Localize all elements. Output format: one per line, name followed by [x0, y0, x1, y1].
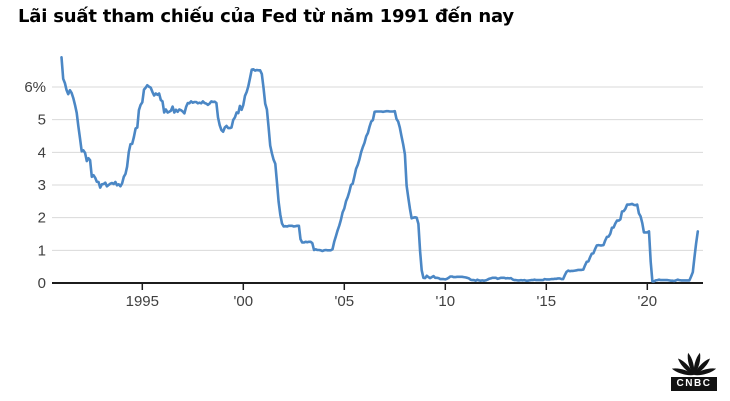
x-tick-label: '20 — [638, 293, 658, 310]
fed-rate-series-line — [60, 55, 700, 283]
cnbc-logo-box: CNBC — [671, 377, 717, 391]
y-tick-label: 4 — [38, 144, 46, 161]
y-tick-label: 3 — [38, 177, 46, 194]
x-tick-label: '05 — [335, 293, 355, 310]
y-tick-label: 1 — [38, 242, 46, 259]
y-tick-label: 5 — [38, 112, 46, 129]
y-tick-label: 6% — [24, 79, 46, 96]
y-tick-label: 0 — [38, 275, 46, 292]
x-tick-label: 1995 — [126, 293, 159, 310]
x-tick-label: '15 — [537, 293, 557, 310]
x-tick-label: '00 — [234, 293, 254, 310]
y-tick-label: 2 — [38, 210, 46, 227]
chart-title: Lãi suất tham chiếu của Fed từ năm 1991 … — [18, 6, 514, 27]
nbc-peacock-icon — [672, 352, 716, 376]
cnbc-logo: CNBC — [671, 347, 717, 391]
cnbc-logo-text: CNBC — [676, 378, 712, 389]
x-tick-label: '10 — [436, 293, 456, 310]
